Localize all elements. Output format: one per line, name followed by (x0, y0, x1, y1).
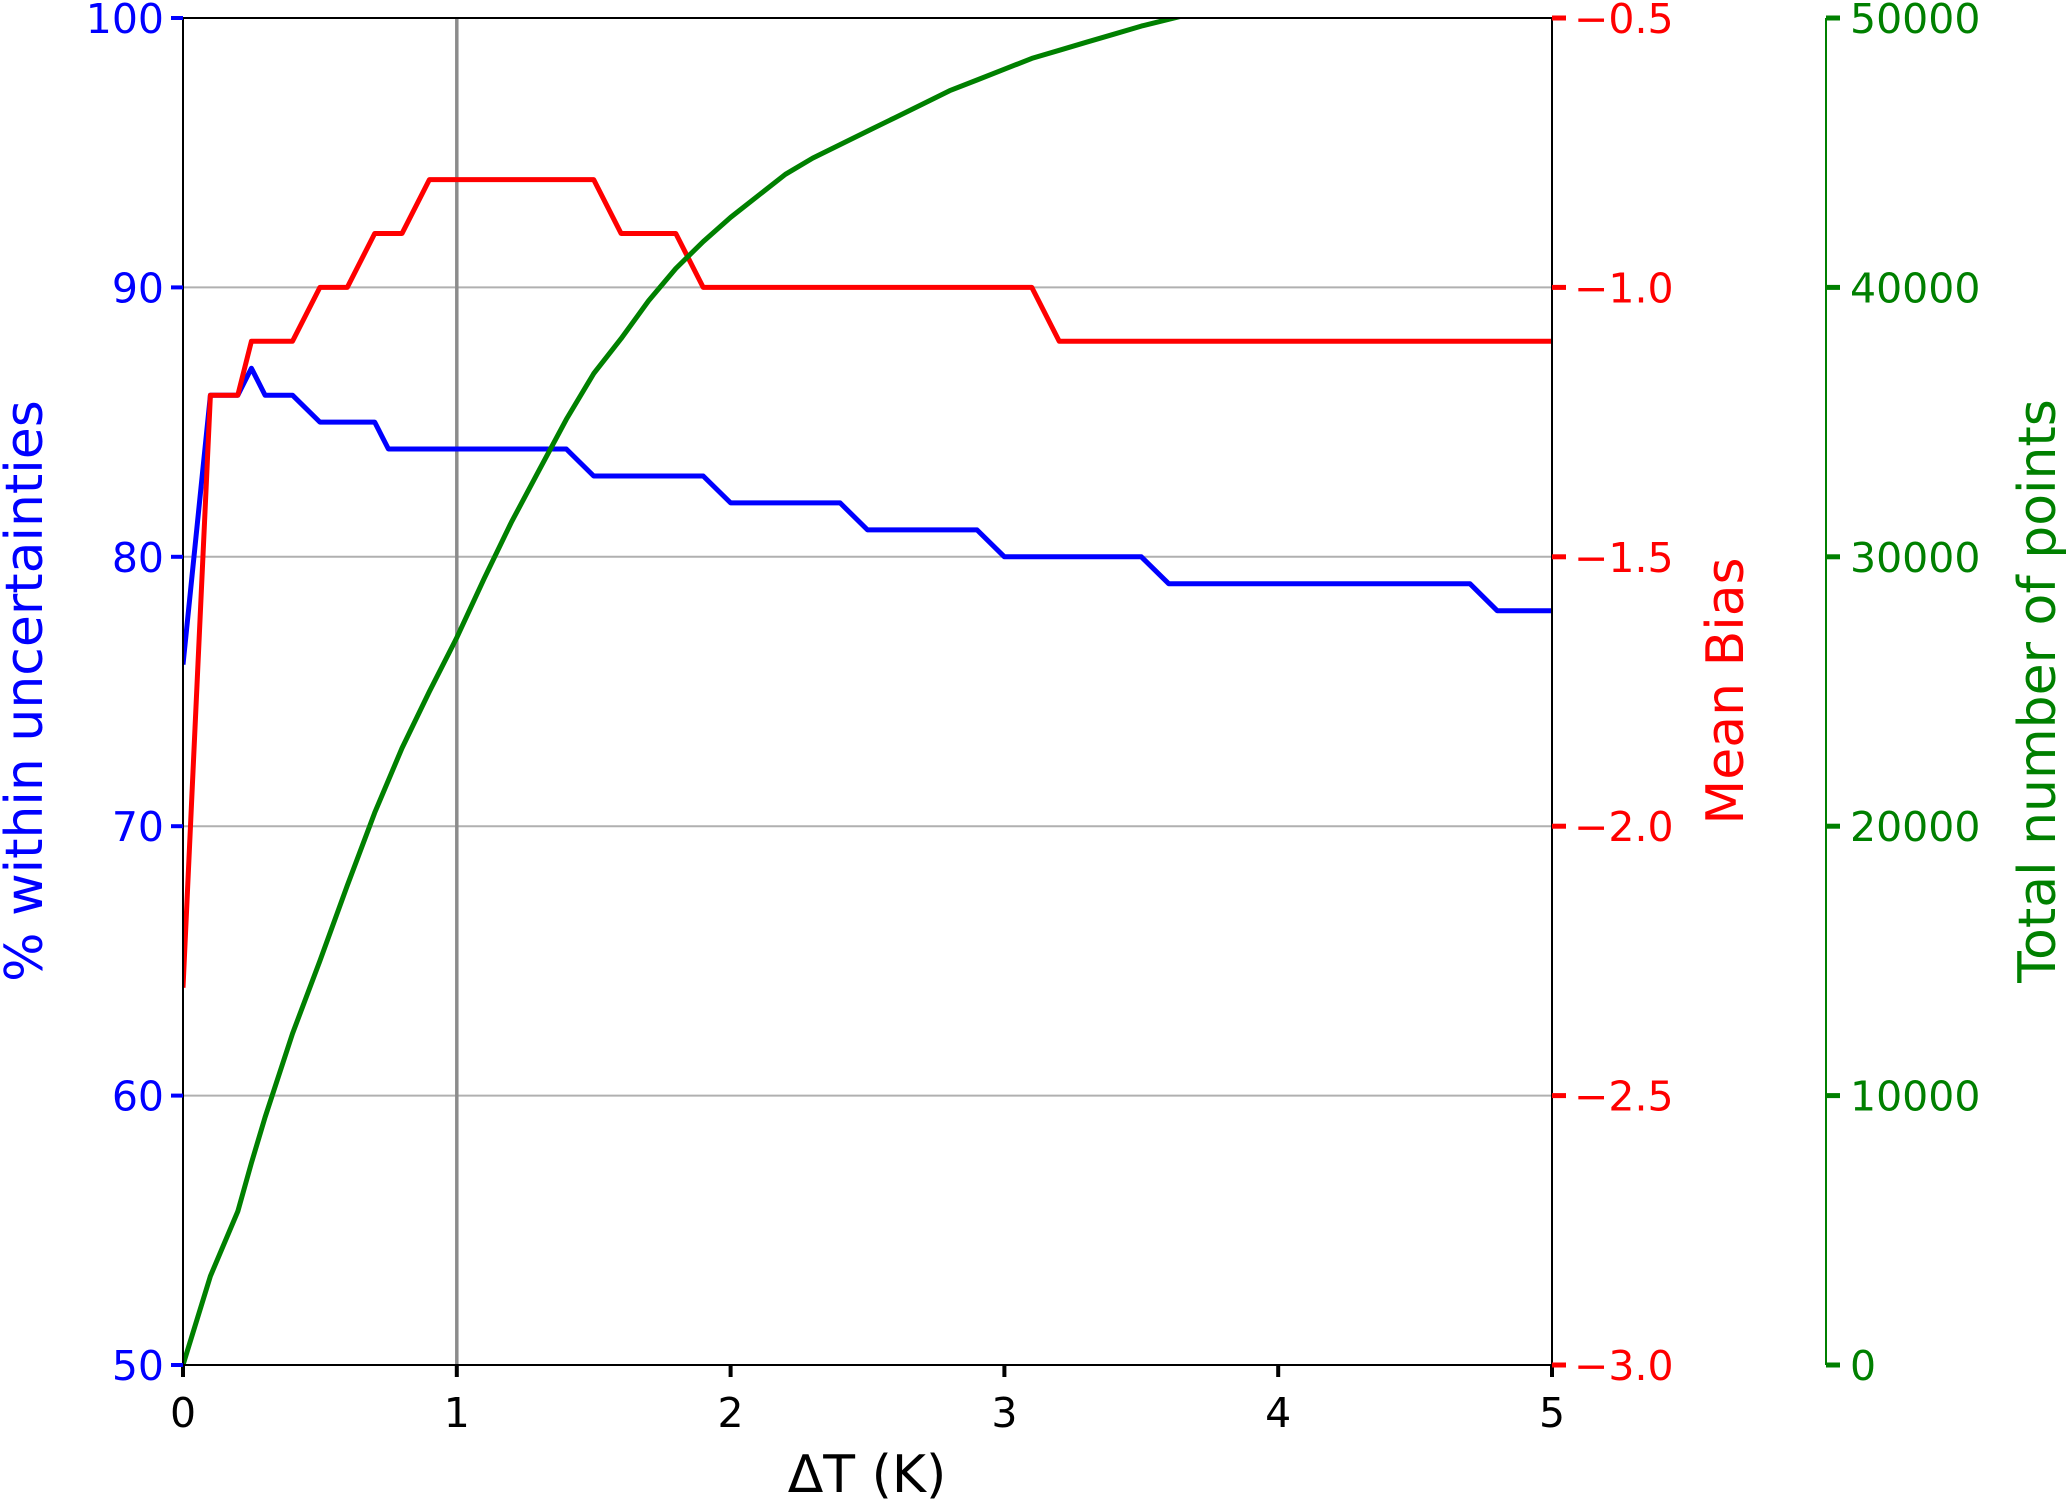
x-tick-label-1: 1 (444, 1389, 470, 1437)
plot-frame (182, 17, 1553, 1366)
left-tick-label-5: 100 (86, 0, 164, 43)
left-tick-label-0: 50 (112, 1342, 164, 1390)
left-tick-label-3: 80 (112, 534, 164, 582)
right2-tick-label-3: 30000 (1850, 534, 1980, 582)
grid-lines (183, 17, 1552, 1366)
right2-axis-ticks: 0 10000 20000 30000 40000 50000 (1826, 0, 1980, 1390)
left-tick-label-4: 90 (112, 264, 164, 312)
x-axis-ticks: 0 1 2 3 4 5 (170, 1365, 1565, 1437)
right2-tick-label-2: 20000 (1850, 803, 1980, 851)
x-tick-label-5: 5 (1539, 1389, 1565, 1437)
right1-axis-title: Mean Bias (1696, 557, 1756, 824)
right2-tick-label-0: 0 (1850, 1342, 1876, 1390)
left-tick-label-1: 60 (112, 1073, 164, 1121)
x-tick-label-3: 3 (991, 1389, 1017, 1437)
series-layer (183, 18, 1552, 1365)
series-line-right2 (183, 18, 1185, 1365)
series-line-left (183, 365, 1552, 665)
right1-axis-ticks: −3.0 −2.5 −2.0 −1.5 −1.0 −0.5 (1552, 0, 1674, 1390)
right2-tick-label-1: 10000 (1850, 1073, 1980, 1121)
right2-tick-label-5: 50000 (1850, 0, 1980, 43)
right1-tick-label-4: −1.0 (1574, 264, 1674, 312)
right2-tick-label-4: 40000 (1850, 264, 1980, 312)
x-axis-title: ΔT (K) (788, 1445, 947, 1502)
x-tick-label-4: 4 (1265, 1389, 1291, 1437)
left-tick-label-2: 70 (112, 803, 164, 851)
x-tick-label-2: 2 (718, 1389, 744, 1437)
right1-tick-label-2: −2.0 (1574, 803, 1674, 851)
left-axis-title: % within uncertainties (0, 400, 55, 982)
left-axis-ticks: 50 60 70 80 90 100 (86, 0, 183, 1390)
x-tick-label-0: 0 (170, 1389, 196, 1437)
right1-tick-label-1: −2.5 (1574, 1073, 1674, 1121)
series-line-right1 (183, 177, 1552, 988)
right1-tick-label-5: −0.5 (1574, 0, 1674, 43)
right1-tick-label-0: −3.0 (1574, 1342, 1674, 1390)
right1-tick-label-3: −1.5 (1574, 534, 1674, 582)
right2-axis-title: Total number of points (2008, 399, 2067, 984)
